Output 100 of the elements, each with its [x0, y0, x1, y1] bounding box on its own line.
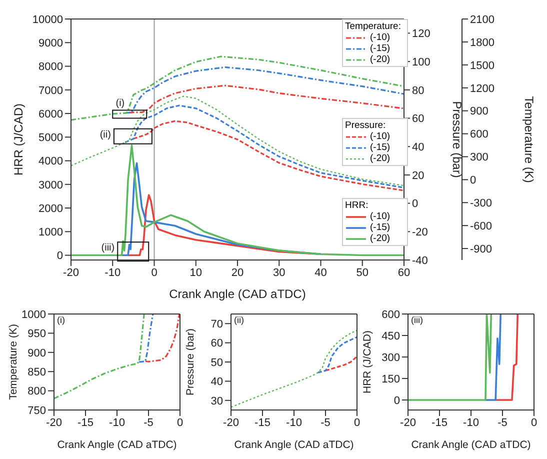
x-tick-label: -10: [109, 416, 125, 429]
legend-label: (-15): [370, 142, 390, 154]
y-tick-label: 2000: [38, 202, 63, 215]
line-series: [54, 314, 145, 400]
annotation: (i): [116, 98, 125, 109]
y-tick-label: 10000: [32, 14, 63, 26]
line-series: [71, 56, 404, 121]
x-axis-title: Crank Angle (CAD aTDC): [411, 439, 531, 451]
y-tick-label: 4000: [38, 156, 63, 168]
annotation: (iii): [101, 242, 115, 254]
y2-tick-label: -20: [412, 226, 428, 239]
x-tick-label: -10: [463, 416, 479, 429]
x-tick-label: -10: [104, 266, 121, 279]
y-tick-label: 0: [56, 250, 63, 262]
line-series: [324, 355, 357, 372]
x-tick-label: -15: [432, 416, 448, 429]
annotation: (ii): [234, 315, 244, 325]
y-tick-label: 0: [394, 394, 400, 407]
y-tick-label: 600: [382, 308, 400, 321]
y-tick-label: 1000: [22, 308, 46, 321]
y-tick-label: 6000: [38, 108, 63, 120]
x-axis-title: Crank Angle (CAD aTDC): [57, 439, 177, 451]
y-tick-label: 40: [210, 376, 223, 388]
y-axis-title: HRR (J/CAD): [362, 330, 374, 394]
x-tick-label: -5: [144, 416, 154, 429]
x-tick-label: -20: [46, 416, 62, 429]
x-tick-label: -15: [254, 416, 270, 429]
legend-label: (-10): [370, 131, 390, 142]
y2-tick-label: 20: [412, 170, 424, 182]
y2-tick-label: 0: [412, 198, 418, 210]
y3-tick-label: -300: [470, 198, 492, 210]
y-tick-label: 5000: [38, 132, 63, 144]
y2-tick-label: 120: [412, 28, 430, 40]
x-tick-label: 30: [273, 266, 286, 279]
annotation: Pressure:: [345, 120, 387, 132]
x-tick-label: -20: [63, 266, 79, 279]
y-tick-label: 30: [210, 395, 223, 408]
annotation: Temperature:: [345, 21, 402, 32]
y2-axis-title: Pressure (bar): [450, 101, 464, 178]
y-tick-label: 800: [28, 386, 46, 398]
line-series: [138, 314, 154, 363]
x-tick-label: -20: [223, 416, 239, 429]
y2-tick-label: 100: [412, 56, 430, 68]
y2-tick-label: -40: [412, 254, 428, 267]
y-tick-label: 1000: [38, 226, 63, 239]
line-series: [144, 314, 180, 362]
y3-axis-title: Temperature (K): [522, 96, 536, 183]
y3-tick-label: 1200: [470, 82, 494, 95]
annotation: (iii): [411, 315, 423, 325]
x-tick-label: 50: [356, 266, 368, 279]
legend-label: (-20): [370, 233, 390, 244]
y-axis-title: HRR (J/CAD): [11, 104, 26, 176]
line-series: [231, 330, 357, 408]
y3-tick-label: 1800: [470, 36, 494, 49]
y-tick-label: 3000: [38, 179, 63, 192]
x-tick-label: -20: [400, 416, 416, 429]
y-tick-label: 850: [28, 366, 46, 379]
x-tick-label: 60: [398, 266, 410, 279]
line-series: [317, 336, 357, 374]
annotation: (i): [57, 315, 65, 325]
x-tick-label: -15: [78, 416, 94, 429]
y3-tick-label: 900: [470, 106, 488, 118]
y-tick-label: 60: [210, 338, 223, 350]
y2-tick-label: 80: [412, 84, 424, 97]
y-tick-label: 150: [382, 373, 400, 386]
y-tick-label: 7000: [38, 84, 63, 97]
y-axis-title: Temperature (K): [8, 324, 20, 400]
x-tick-label: 0: [151, 266, 158, 279]
annotation: (ii): [100, 129, 111, 140]
y-tick-label: 8000: [38, 61, 63, 74]
x-tick-label: 0: [176, 416, 184, 429]
legend-label: (-15): [370, 222, 390, 234]
legend-label: (-10): [370, 32, 390, 43]
line-series: [71, 96, 404, 186]
y-tick-label: 950: [28, 328, 46, 340]
x-tick-label: -5: [320, 416, 330, 429]
x-tick-label: 40: [314, 266, 327, 279]
x-tick-label: 10: [190, 266, 202, 279]
x-tick-label: 0: [354, 416, 360, 429]
legend-label: (-15): [370, 43, 390, 54]
x-axis-title: Crank Angle (CAD aTDC): [234, 439, 354, 451]
y3-tick-label: -600: [470, 220, 492, 232]
x-tick-label: 20: [231, 266, 244, 279]
annotation: HRR:: [345, 200, 370, 212]
x-axis-title: Crank Angle (CAD aTDC): [169, 287, 306, 301]
y-tick-label: 900: [28, 347, 46, 360]
y-tick-label: 300: [382, 352, 400, 364]
line-series: [71, 144, 404, 256]
y3-tick-label: 0: [470, 174, 476, 187]
y-tick-label: 750: [28, 404, 46, 417]
legend-label: (-10): [370, 211, 390, 222]
legend-label: (-20): [370, 153, 390, 164]
y3-tick-label: 300: [470, 152, 488, 164]
line-series: [494, 314, 519, 401]
y3-tick-label: 2100: [470, 14, 494, 26]
y-tick-label: 50: [210, 356, 223, 369]
y3-tick-label: 1500: [470, 60, 494, 72]
x-tick-label: 0: [530, 416, 538, 429]
y-tick-label: 450: [382, 330, 400, 342]
y-tick-label: 9000: [38, 38, 63, 50]
